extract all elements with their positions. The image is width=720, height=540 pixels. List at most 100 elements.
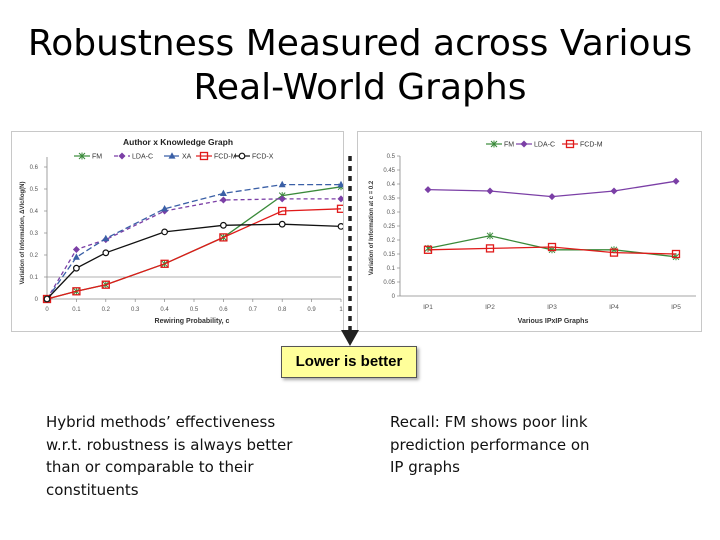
data-point-LDA-C	[278, 195, 286, 203]
marker-shape	[672, 253, 680, 261]
data-point-XA	[72, 253, 80, 260]
y-tick-label: 0.25	[383, 224, 395, 230]
recall-note: Recall: FM shows poor link prediction pe…	[390, 411, 690, 479]
marker-shape	[168, 152, 176, 159]
x-tick-label: IP2	[485, 304, 495, 311]
author-knowledge-chart-svg: Author x Knowledge Graph FM LDA-C XA FCD-M FC…	[20, 137, 346, 325]
series-line-FCD-M	[46, 208, 342, 300]
x-axis-label: Rewiring Probability, c	[155, 318, 230, 325]
y-axis-label: Variation of Information at c = 0.2	[369, 180, 375, 275]
legend-marker	[565, 139, 575, 149]
y-axis-label: Variation of Information, ΔVIc/log(N)	[20, 182, 26, 285]
data-point-FCD-M	[160, 259, 169, 268]
marker-shape	[219, 196, 227, 204]
y-tick-label: 0.35	[383, 196, 395, 202]
x-tick-label: 0.7	[249, 307, 258, 313]
y-tick-label: 0.5	[387, 154, 396, 160]
legend-marker	[520, 140, 528, 148]
y-tick-label: 0.45	[383, 168, 395, 174]
series-line-XA	[46, 183, 341, 300]
marker-shape	[238, 152, 246, 160]
note-right-line: prediction performance on	[390, 435, 590, 454]
note-left-line: w.r.t. robustness is always better	[46, 435, 293, 454]
marker-shape	[337, 195, 345, 203]
data-point-LDA-C	[548, 193, 556, 201]
x-tick-label: 0.8	[278, 307, 287, 313]
legend-marker	[238, 152, 246, 160]
x-tick-label: 0.1	[72, 307, 81, 313]
marker-shape	[278, 206, 287, 216]
x-tick-label: IP5	[671, 304, 681, 311]
x-tick-label: IP4	[609, 304, 619, 311]
data-point-FM	[486, 232, 494, 240]
marker-shape	[424, 186, 432, 194]
marker-shape	[72, 246, 80, 253]
marker-shape	[547, 242, 557, 252]
legend-label: FCD-M	[214, 154, 237, 161]
marker-shape	[520, 140, 528, 148]
legend-marker	[118, 152, 126, 160]
marker-shape	[118, 152, 126, 160]
legend-label: XA	[182, 154, 192, 161]
note-right-line: Recall: FM shows poor link	[390, 413, 588, 431]
data-point-LDA-C	[610, 187, 618, 195]
data-point-LDA-C	[672, 177, 680, 185]
marker-shape	[423, 245, 433, 254]
marker-shape	[486, 232, 494, 240]
marker-shape	[219, 221, 227, 229]
data-point-XA	[219, 189, 227, 196]
marker-shape	[219, 189, 227, 196]
marker-shape	[486, 187, 494, 195]
y-tick-label: 0.3	[387, 210, 396, 216]
slide-title-line-1: Robustness Measured across Various	[27, 23, 693, 64]
legend-item: FM	[486, 140, 514, 149]
x-tick-label: IP1	[423, 304, 433, 311]
marker-shape	[278, 180, 286, 188]
data-point-FCD-X	[102, 249, 110, 257]
y-tick-label: 0.05	[383, 280, 395, 286]
note-left-line: constituents	[46, 480, 139, 499]
x-tick-label: 0	[45, 307, 49, 313]
x-tick-label: 0.9	[307, 307, 316, 313]
marker-shape	[102, 249, 110, 257]
data-point-FCD-M	[219, 233, 228, 242]
marker-shape	[219, 233, 228, 242]
data-point-FM	[672, 253, 680, 261]
marker-shape	[161, 228, 169, 236]
ipxip-chart: FM LDA-C FCD-M 0 0.05 0.1 0.15 0.2 0.25 0.3 0.35 0.…	[357, 131, 702, 332]
legend-item: FCD-M	[196, 151, 237, 161]
y-tick-label: 0.4	[387, 182, 396, 188]
marker-shape	[278, 220, 286, 228]
data-point-FCD-M	[671, 249, 681, 259]
marker-shape	[72, 287, 81, 296]
data-point-FCD-M	[101, 280, 110, 289]
note-left-line: than or comparable to their	[46, 458, 254, 476]
data-point-FCD-M	[278, 206, 287, 216]
data-point-FCD-X	[73, 264, 80, 272]
y-tick-label: 0.2	[30, 253, 39, 259]
note-left-line: Hybrid methods’ effectiveness	[46, 413, 276, 431]
data-point-FCD-M	[485, 244, 495, 253]
chart-title: Author x Knowledge Graph	[123, 137, 233, 147]
legend-item: LDA-C	[516, 140, 555, 149]
marker-shape	[42, 294, 52, 304]
data-point-LDA-C	[424, 186, 432, 194]
y-tick-label: 0.1	[30, 275, 39, 281]
data-point-FCD-M	[547, 242, 557, 252]
legend-marker	[199, 151, 209, 161]
y-tick-label: 0	[392, 294, 396, 300]
y-tick-label: 0.5	[30, 187, 39, 193]
marker-shape	[72, 253, 80, 260]
marker-shape	[78, 152, 86, 160]
x-tick-label: 0.6	[219, 307, 228, 313]
legend-marker	[78, 152, 86, 160]
legend-item: FM	[74, 152, 102, 161]
lower-is-better-callout: Lower is better	[281, 346, 417, 378]
marker-shape	[73, 264, 80, 272]
y-tick-label: 0.2	[387, 238, 396, 244]
marker-shape	[199, 151, 209, 161]
marker-shape	[161, 205, 169, 212]
marker-shape	[672, 177, 680, 185]
marker-shape	[610, 187, 618, 195]
marker-shape	[102, 234, 110, 242]
